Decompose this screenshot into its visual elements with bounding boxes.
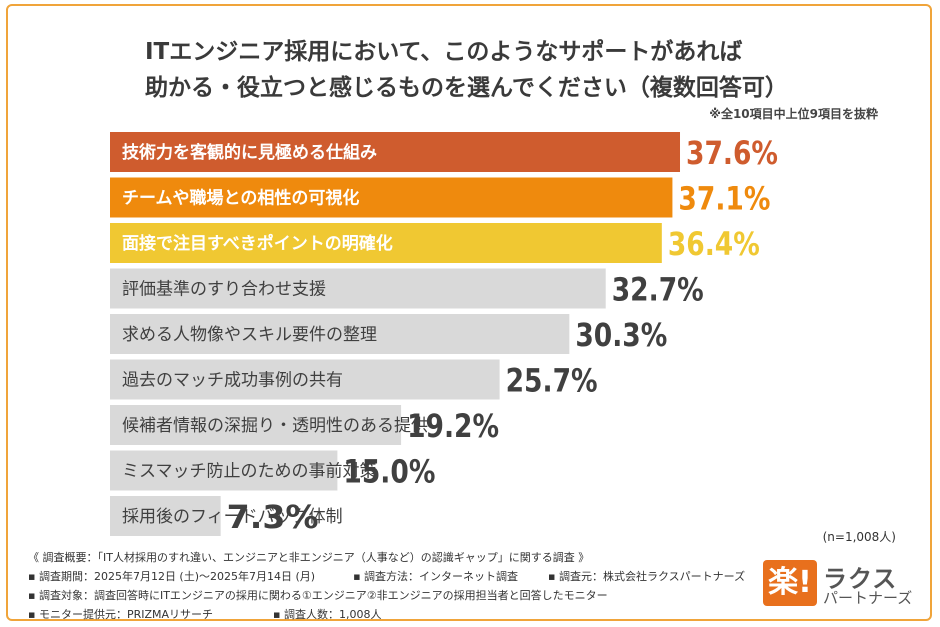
value-label-3: 36.4% [668, 225, 760, 263]
title-line-2: 助かる・役立つと感じるものを選んでください（複数回答可） [145, 75, 788, 101]
bar-1 [110, 132, 681, 172]
value-label-2: 37.1% [678, 180, 770, 218]
value-label-4: 32.7% [612, 271, 704, 309]
value-label-7: 19.2% [407, 407, 499, 445]
bar-3 [110, 223, 662, 263]
survey-count: ▪ 調査人数：1,008人 [273, 608, 382, 621]
company-logo: 楽! ラクス パートナーズ [763, 558, 913, 608]
value-label-9: 7.3% [227, 498, 319, 536]
bar-chart: 技術力を客観的に見極める仕組み 37.6% チームや職場との相性の可視化 37.1% 面… [110, 132, 778, 536]
bar-9 [110, 496, 221, 536]
category-label-9: 採用後のフィードバック体制 [122, 507, 343, 527]
bar-6 [110, 359, 500, 400]
excerpt-note: ※全10項目中上位9項目を抜粋 [709, 107, 878, 121]
category-label-6: 過去のマッチ成功事例の共有 [122, 371, 343, 391]
category-label-3: 面接で注目すべきポイントの明確化 [122, 233, 393, 254]
category-label-7: 候補者情報の深掘り・透明性のある提供 [122, 416, 428, 436]
survey-period: ▪ 調査期間：2025年7月12日 (土)〜2025年7月14日 (月) [28, 570, 316, 583]
bar-4 [110, 268, 606, 309]
bar-8 [110, 450, 338, 491]
category-label-5: 求める人物像やスキル要件の整理 [122, 325, 377, 345]
survey-overview: 《 調査概要：「IT人材採用のすれ違い、エンジニアと非エンジニア（人事など）の認… [28, 548, 768, 624]
value-label-8: 15.0% [343, 453, 435, 491]
bar-7 [110, 405, 402, 445]
value-label-6: 25.7% [506, 362, 598, 400]
logo-mark: 楽! [763, 560, 817, 606]
category-label-8: ミスマッチ防止のための事前対策 [122, 462, 377, 482]
value-label-5: 30.3% [575, 316, 667, 354]
survey-target: ▪ 調査対象：調査回答時にITエンジニアの採用に関わる①エンジニア②非エンジニア… [28, 589, 608, 602]
title-line-1: ITエンジニア採用において、このようなサポートがあれば [145, 39, 743, 65]
chart-title: ITエンジニア採用において、このようなサポートがあれば 助かる・役立つと感じるも… [145, 34, 825, 106]
sample-size-note: (n=1,008人) [822, 530, 896, 544]
logo-subname: パートナーズ [823, 589, 913, 607]
category-label-2: チームや職場との相性の可視化 [122, 188, 359, 209]
survey-source: ▪ 調査元：株式会社ラクスパートナーズ [548, 570, 746, 583]
logo-name: ラクス [823, 565, 898, 593]
survey-title: 《 調査概要：「IT人材採用のすれ違い、エンジニアと非エンジニア（人事など）の認… [28, 551, 590, 564]
survey-provider: ▪ モニター提供元：PRIZMAリサーチ [28, 608, 214, 621]
value-label-1: 37.6% [686, 134, 778, 172]
survey-method: ▪ 調査方法：インターネット調査 [353, 570, 519, 583]
bar-5 [110, 314, 570, 354]
category-label-4: 評価基準のすり合わせ支援 [122, 280, 326, 300]
bar-2 [110, 177, 673, 218]
category-label-1: 技術力を客観的に見極める仕組み [122, 142, 377, 163]
